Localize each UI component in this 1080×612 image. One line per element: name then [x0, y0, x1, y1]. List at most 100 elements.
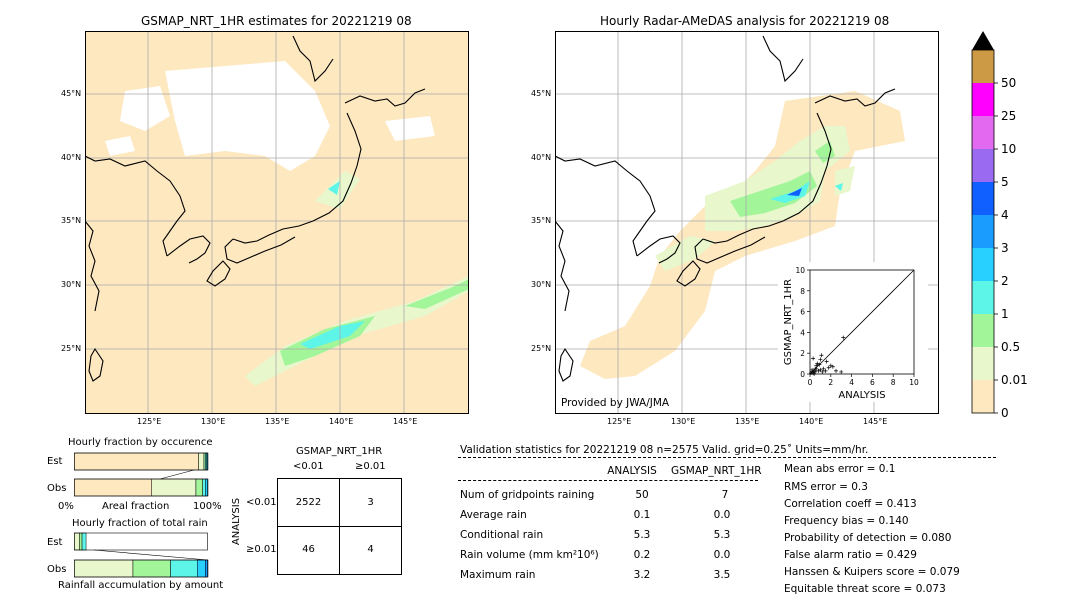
scatter-point	[828, 363, 833, 368]
validation-col-gsmap: GSMAP_NRT_1HR	[671, 465, 762, 477]
score-rms-error: RMS error = 0.3	[784, 481, 868, 493]
contingency-col-2: ≥0.01	[355, 461, 386, 472]
colorbar-label: 25	[1001, 109, 1016, 123]
score-frequency-bias: Frequency bias = 0.140	[784, 515, 909, 527]
contingency-cell-01: 3	[367, 497, 374, 508]
colorbar-segment	[972, 347, 994, 380]
colorbar-segment	[972, 281, 994, 314]
right-lat-30: 30°N	[531, 280, 552, 289]
scatter-ylabel: GSMAP_NRT_1HR	[783, 279, 794, 365]
colorbar-label: 10	[1001, 142, 1016, 156]
occurence-obs-label: Obs	[47, 483, 67, 494]
stacked-bar-segment	[202, 478, 206, 497]
stacked-bar-segment	[74, 559, 134, 578]
colorbar-segment	[972, 149, 994, 182]
score-far: False alarm ratio = 0.429	[784, 549, 917, 561]
stacked-bar-segment	[79, 532, 83, 551]
stacked-bar-segment	[198, 452, 205, 471]
validation-row-label: Maximum rain	[460, 569, 536, 581]
left-lon-135: 135°E	[265, 417, 290, 426]
validation-row-analysis: 3.2	[633, 569, 651, 581]
left-lon-125: 125°E	[137, 417, 162, 426]
scatter-y-tick-label: 6	[800, 308, 805, 317]
totalrain-bars	[74, 532, 209, 578]
colorbar-segment	[972, 83, 994, 116]
contingency-cell-10: 46	[302, 544, 315, 555]
colorbar-segment	[972, 182, 994, 215]
scatter-y-tick-label: 8	[800, 287, 805, 296]
occurence-est-label: Est	[47, 456, 63, 467]
left-lat-45: 45°N	[61, 89, 82, 98]
left-lat-40: 40°N	[61, 153, 82, 162]
scatter-xlabel: ANALYSIS	[838, 390, 885, 401]
scatter-x-tick-label: 2	[828, 378, 833, 387]
contingency-cell-11: 4	[367, 544, 374, 555]
scatter-y-tick-label: 4	[800, 328, 805, 337]
scatter-point	[839, 369, 844, 374]
validation-row-analysis: 5.3	[633, 529, 651, 541]
validation-row-gsmap: 3.5	[713, 569, 731, 581]
stacked-bar-segment	[74, 532, 80, 551]
scatter-point	[810, 367, 815, 372]
stacked-bar-segment	[195, 478, 203, 497]
validation-row-label: Rain volume (mm km²10⁶)	[460, 549, 599, 561]
occurence-connector	[159, 469, 195, 480]
scatter-point	[826, 365, 831, 370]
totalrain-est-label: Est	[47, 537, 63, 548]
colorbar-label: 0.01	[1001, 373, 1028, 387]
colorbar-label: 3	[1001, 241, 1009, 255]
validation-row-analysis: 0.1	[633, 509, 651, 521]
scatter-y-tick-label: 2	[800, 349, 805, 358]
scatter-y-tick-label: 10	[795, 266, 805, 275]
colorbar-segment	[972, 50, 994, 83]
score-ets: Equitable threat score = 0.073	[784, 583, 946, 595]
colorbar-label: 0.5	[1001, 340, 1020, 354]
stacked-bar-segment	[81, 532, 87, 551]
colorbar: 0 0.01 0.5 1 2 3 4 5 10 25 50	[971, 31, 1028, 420]
stacked-bar-frame	[74, 452, 208, 471]
contingency-col-1: <0.01	[293, 461, 324, 472]
validation-row-analysis: 0.2	[633, 549, 651, 561]
scatter-point	[821, 366, 826, 371]
right-map-title: Hourly Radar-AMeDAS analysis for 2022121…	[600, 14, 890, 28]
stacked-bar-frame	[74, 532, 208, 551]
right-lat-35: 35°N	[531, 216, 552, 225]
scatter-point	[815, 361, 820, 366]
contingency-row-1: <0.01	[246, 497, 277, 508]
validation-row-label: Conditional rain	[460, 529, 544, 541]
stacked-bar-segment	[74, 478, 152, 497]
score-correlation: Correlation coeff = 0.413	[784, 498, 917, 510]
validation-row-analysis: 50	[635, 489, 649, 501]
validation-col-underline	[458, 480, 758, 481]
data-credit: Provided by JWA/JMA	[561, 397, 670, 409]
scatter-point	[814, 363, 819, 368]
contingency-row-axis: ANALYSIS	[231, 497, 243, 546]
colorbar-label: 4	[1001, 208, 1009, 222]
scatter-x-tick-label: 10	[909, 378, 919, 387]
right-lon-125: 125°E	[607, 417, 632, 426]
colorbar-label: 2	[1001, 274, 1009, 288]
left-map	[85, 31, 469, 414]
validation-col-analysis: ANALYSIS	[607, 465, 657, 477]
left-lon-145: 145°E	[393, 417, 418, 426]
scatter-point	[817, 362, 822, 367]
left-lon-130: 130°E	[201, 417, 226, 426]
scatter-point	[819, 353, 824, 358]
contingency-table: 2522 3 46 4	[277, 478, 402, 575]
right-lat-45: 45°N	[531, 89, 552, 98]
colorbar-outline	[971, 49, 995, 414]
scatter-x-tick-label: 8	[891, 378, 896, 387]
stacked-bar-segment	[170, 559, 198, 578]
right-lat-25: 25°N	[531, 344, 552, 353]
stacked-bar-segment	[197, 559, 206, 578]
colorbar-label: 50	[1001, 76, 1016, 90]
scatter-x-tick-label: 6	[870, 378, 875, 387]
colorbar-segment	[972, 215, 994, 248]
right-lon-145: 145°E	[863, 417, 888, 426]
colorbar-segment	[972, 248, 994, 281]
contingency-row-2: ≥0.01	[246, 544, 277, 555]
left-lat-25: 25°N	[61, 344, 82, 353]
left-lat-30: 30°N	[61, 280, 82, 289]
score-mean-abs-error: Mean abs error = 0.1	[784, 463, 896, 475]
occurence-xlabel: Areal fraction	[102, 501, 170, 512]
